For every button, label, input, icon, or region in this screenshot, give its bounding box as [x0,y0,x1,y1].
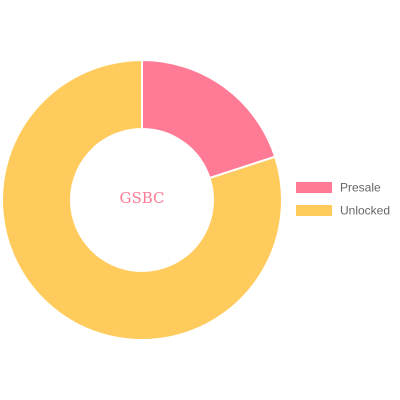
legend: Presale Unlocked [296,181,390,218]
slice-presale[interactable] [141,58,277,180]
slice-group [1,58,283,341]
legend-label-presale[interactable]: Presale [340,181,381,195]
legend-swatch-unlocked[interactable] [296,205,332,216]
slice-unlocked[interactable] [1,58,283,341]
legend-label-unlocked[interactable]: Unlocked [340,204,390,218]
legend-swatch-presale[interactable] [296,182,332,193]
center-label: GSBC [119,189,164,207]
